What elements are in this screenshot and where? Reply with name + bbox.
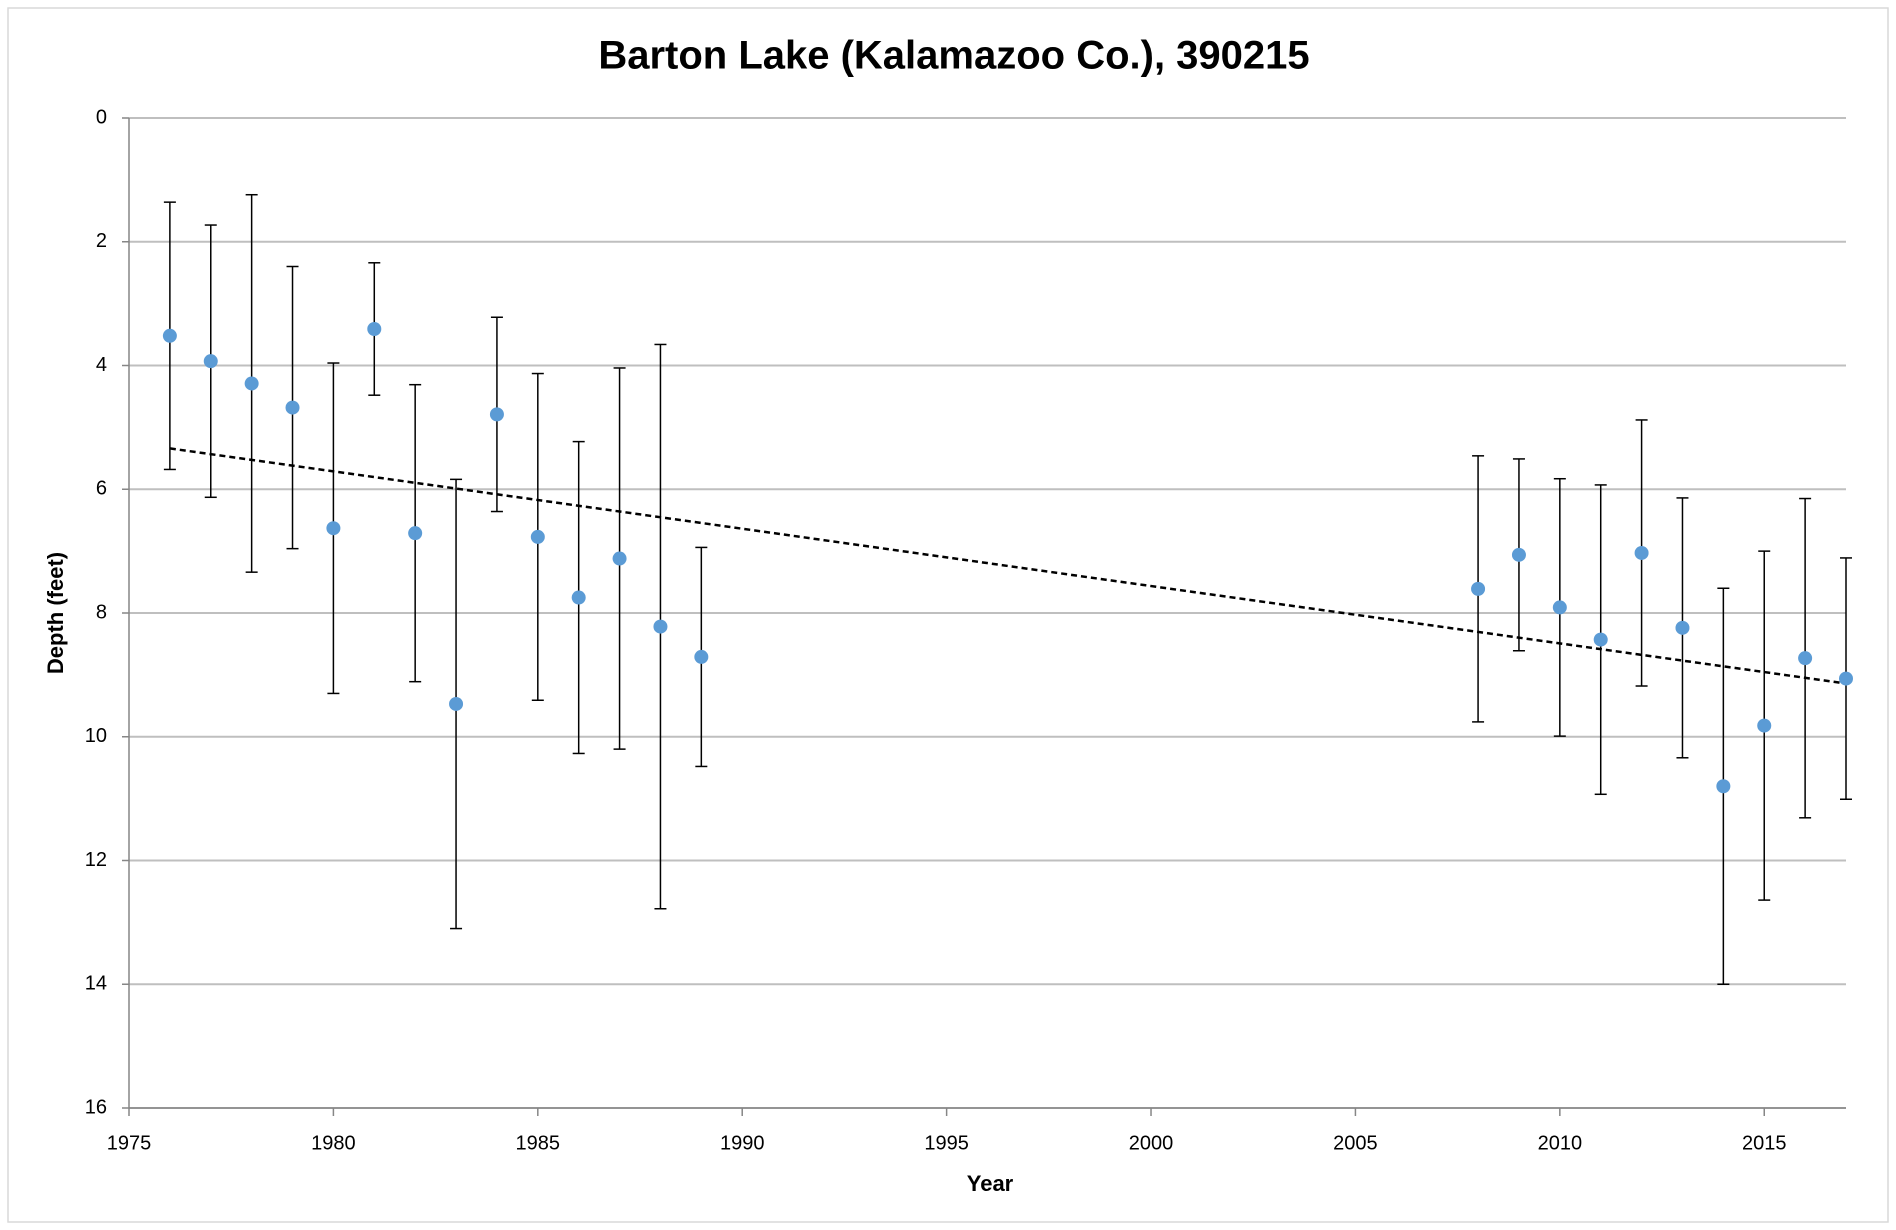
x-tick-label: 1985: [516, 1132, 561, 1154]
trendline: [169, 447, 1847, 685]
data-point: [1471, 581, 1486, 596]
x-tick-label: 1995: [924, 1132, 969, 1154]
y-axis-label: Depth (feet): [43, 552, 68, 674]
data-point: [653, 619, 668, 634]
data-point: [1798, 651, 1813, 666]
data-point: [1839, 671, 1853, 686]
data-point: [1593, 632, 1608, 647]
data-point: [1511, 547, 1526, 562]
x-tick-label: 2015: [1742, 1132, 1787, 1154]
data-point: [489, 407, 504, 422]
y-tick-label: 10: [85, 725, 107, 747]
x-tick-label: 1990: [720, 1132, 765, 1154]
data-point: [244, 376, 259, 391]
data-point: [367, 321, 382, 336]
x-tick-label: 1980: [311, 1132, 356, 1154]
y-tick-label: 8: [96, 601, 107, 623]
data-point: [203, 354, 218, 369]
data-point: [449, 696, 464, 711]
data-point: [694, 649, 709, 664]
x-tick-label: 2000: [1129, 1132, 1174, 1154]
data-point: [530, 529, 545, 544]
data-point: [612, 551, 627, 566]
data-point: [326, 521, 341, 536]
x-tick-label: 2010: [1538, 1132, 1583, 1154]
y-tick-label: 4: [96, 354, 107, 376]
data-point: [285, 400, 300, 415]
data-point: [1675, 620, 1690, 635]
data-point: [1634, 545, 1649, 560]
y-tick-label: 2: [96, 230, 107, 252]
data-point: [408, 526, 423, 541]
y-tick-label: 14: [85, 973, 107, 995]
data-point: [571, 590, 586, 605]
data-point: [1716, 779, 1731, 794]
y-tick-label: 16: [85, 1096, 107, 1118]
y-tick-label: 6: [96, 478, 107, 500]
y-tick-label: 12: [85, 849, 107, 871]
y-tick-label: 0: [96, 106, 107, 128]
x-axis-label: Year: [967, 1171, 1014, 1196]
data-point: [1757, 718, 1772, 733]
data-point: [162, 328, 177, 343]
chart-title: Barton Lake (Kalamazoo Co.), 390215: [598, 34, 1309, 78]
chart-frame: [7, 7, 1889, 1223]
x-tick-label: 1975: [107, 1132, 152, 1154]
data-point: [1552, 600, 1567, 615]
x-tick-label: 2005: [1333, 1132, 1378, 1154]
